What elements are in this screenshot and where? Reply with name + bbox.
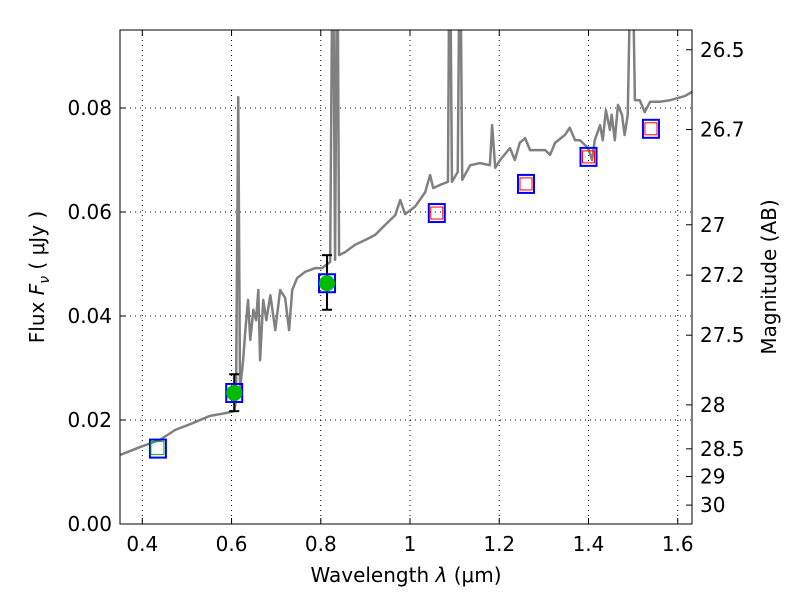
x-tick-label: 0.8: [305, 532, 337, 556]
red-box: [644, 122, 658, 136]
y2-axis-label: Magnitude (AB): [757, 199, 781, 354]
y-axis-label: Flux Fν ( μJy ): [25, 211, 53, 343]
y2-tick-label: 26.5: [700, 38, 745, 62]
model-box: [427, 203, 446, 224]
y2-tick-label: 27: [700, 213, 725, 237]
ticks: 0.4 0.6 0.8 1 1.2 1.4 1.6 0.00 0.02 0.04 0.06 0.08 2…: [67, 30, 745, 556]
x-tick-label: 1: [404, 532, 417, 556]
y-tick-label: 0.02: [67, 408, 112, 432]
y2-tick-label: 29: [700, 465, 725, 489]
x-tick-label: 1.6: [662, 532, 694, 556]
plot-area: [120, 30, 692, 459]
red-box: [581, 150, 595, 164]
x-tick-label: 1.4: [573, 532, 605, 556]
model-box: [517, 173, 536, 194]
red-box: [430, 206, 444, 220]
y2-tick-label: 27.5: [700, 323, 745, 347]
y-tick-label: 0.00: [67, 512, 112, 536]
observed-point: [319, 275, 336, 292]
model-box: [641, 118, 660, 139]
y2-tick-label: 26.7: [700, 118, 745, 142]
y-tick-label: 0.04: [67, 304, 112, 328]
y-tick-label: 0.06: [67, 200, 112, 224]
x-axis-label: Wavelength λ (μm): [310, 563, 501, 587]
model-box: [148, 438, 167, 459]
x-tick-label: 0.4: [126, 532, 158, 556]
y2-tick-label: 30: [700, 493, 725, 517]
grid: [120, 30, 692, 525]
model-box: [579, 146, 598, 167]
y-tick-label: 0.08: [67, 96, 112, 120]
y2-tick-label: 27.2: [700, 263, 745, 287]
observed-point: [226, 384, 243, 401]
spectrum-line: [120, 30, 692, 457]
y2-tick-label: 28: [700, 393, 725, 417]
green-box: [150, 441, 165, 456]
red-box: [519, 177, 533, 191]
x-tick-label: 0.6: [216, 532, 248, 556]
axes-frame: [119, 29, 693, 525]
y2-tick-label: 28.5: [700, 437, 745, 461]
x-tick-label: 1.2: [483, 532, 515, 556]
